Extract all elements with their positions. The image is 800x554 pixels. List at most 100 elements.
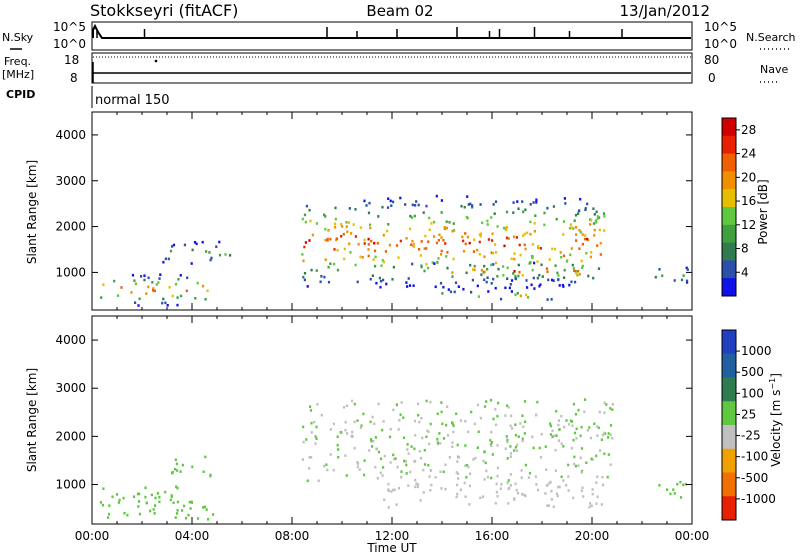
scatter-cell (190, 500, 193, 504)
scatter-cell (436, 442, 439, 446)
scatter-cell (563, 197, 566, 200)
scatter-cell (154, 504, 157, 507)
scatter-cell (467, 203, 470, 206)
scatter-cell (563, 425, 566, 429)
scatter-cell (545, 267, 549, 270)
scatter-cell (516, 292, 519, 295)
scatter-cell (386, 206, 390, 209)
scatter-cell (449, 290, 453, 294)
scatter-cell (589, 255, 592, 259)
scatter-cell (485, 400, 488, 403)
scatter-cell (484, 461, 487, 465)
scatter-cell (304, 220, 307, 224)
scatter-cell (519, 253, 522, 257)
scatter-cell (153, 512, 156, 515)
scatter-cell (603, 215, 606, 218)
scatter-cell (557, 278, 560, 281)
scatter-cell (442, 437, 446, 440)
scatter-cell (562, 479, 565, 482)
scatter-cell (537, 244, 540, 248)
scatter-cell (358, 468, 361, 471)
scatter-cell (361, 256, 364, 259)
scatter-cell (151, 281, 154, 284)
scatter-cell (345, 474, 348, 477)
scatter-cell (481, 221, 484, 225)
scatter-cell (137, 505, 140, 508)
scatter-cell (397, 428, 400, 431)
scatter-cell (460, 204, 463, 208)
scatter-cell (202, 506, 205, 509)
scatter-cell (350, 232, 353, 235)
scatter-cell (383, 498, 386, 501)
scatter-cell (565, 419, 568, 422)
scatter-cell (524, 463, 527, 467)
scatter-cell (492, 277, 495, 281)
scatter-cell (529, 232, 532, 236)
scatter-cell (204, 298, 207, 301)
scatter-cell (369, 223, 372, 227)
scatter-cell (413, 214, 416, 218)
scatter-cell (407, 484, 410, 487)
scatter-cell (405, 237, 408, 240)
scatter-cell (567, 463, 570, 467)
scatter-cell (382, 233, 385, 237)
scatter-cell (302, 425, 305, 429)
y-tick-label: 2000 (55, 220, 86, 234)
scatter-cell (585, 251, 588, 255)
scatter-cell (589, 223, 592, 226)
scatter-cell (414, 478, 417, 482)
colorbar-swatch (722, 425, 736, 450)
scatter-cell (153, 289, 156, 293)
velocity-yaxis: 1000 2000 3000 4000 (55, 333, 692, 492)
scatter-cell (405, 463, 408, 467)
scatter-cell (594, 219, 597, 222)
velocity-ylabel: Slant Range [km] (25, 368, 39, 472)
colorbar-tick-label: 16 (741, 194, 756, 208)
scatter-cell (560, 414, 563, 418)
scatter-cell (442, 239, 445, 242)
scatter-cell (534, 475, 537, 478)
scatter-cell (405, 281, 408, 284)
scatter-cell (658, 268, 661, 271)
scatter-cell (546, 206, 549, 210)
scatter-cell (196, 517, 200, 520)
scatter-cell (504, 414, 507, 417)
scatter-cell (524, 208, 527, 212)
scatter-cell (472, 268, 475, 271)
scatter-cell (398, 419, 401, 422)
scatter-cell (433, 220, 436, 224)
scatter-cell (348, 207, 351, 210)
scatter-cell (370, 439, 373, 443)
scatter-cell (423, 269, 426, 273)
scatter-cell (599, 241, 602, 245)
scatter-cell (400, 470, 403, 473)
scatter-cell (344, 428, 347, 432)
scatter-cell (550, 498, 553, 501)
scatter-cell (164, 301, 167, 305)
scatter-cell (464, 464, 467, 467)
scatter-cell (545, 484, 549, 487)
scatter-cell (526, 286, 529, 289)
scatter-cell (503, 244, 506, 248)
scatter-cell (562, 285, 565, 288)
scatter-cell (451, 271, 454, 274)
scatter-cell (602, 212, 606, 215)
scatter-cell (122, 496, 125, 500)
scatter-cell (543, 211, 546, 215)
scatter-cell (551, 435, 554, 438)
scatter-cell (386, 229, 389, 233)
scatter-cell (392, 200, 395, 204)
colorbar-swatch (722, 377, 736, 402)
scatter-cell (574, 412, 577, 416)
scatter-cell (224, 253, 227, 256)
scatter-cell (399, 196, 402, 200)
scatter-cell (581, 242, 584, 246)
scatter-cell (519, 422, 522, 425)
scatter-cell (520, 476, 523, 479)
scatter-cell (486, 223, 489, 226)
scatter-cell (491, 453, 494, 456)
scatter-cell (367, 254, 370, 258)
scatter-cell (205, 508, 208, 511)
scatter-cell (387, 506, 390, 509)
